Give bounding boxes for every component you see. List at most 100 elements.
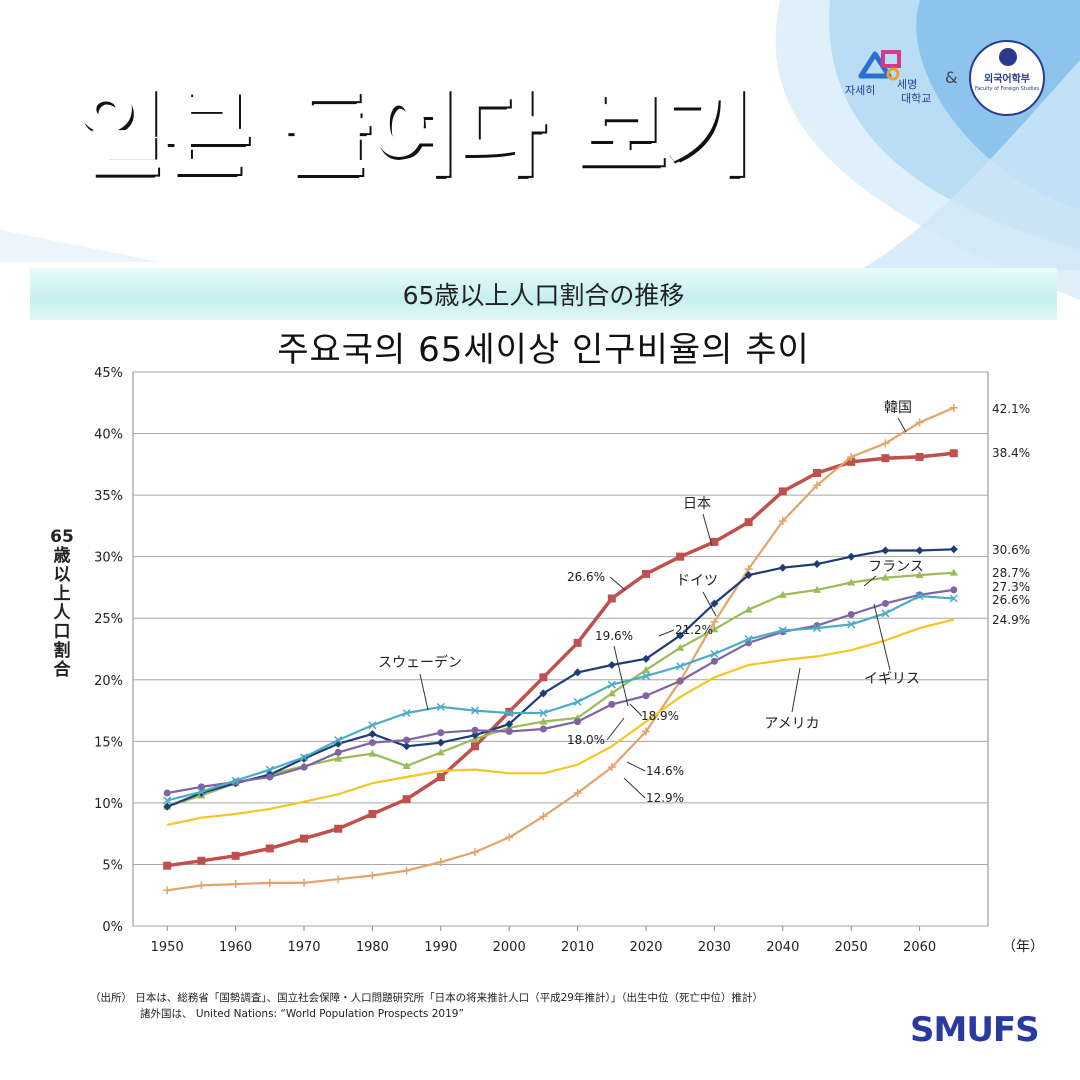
annotation-label: 21.2% [675,623,713,637]
data-point [403,736,411,744]
annotation-label: 韓国 [884,400,912,416]
data-point [744,635,753,644]
data-point [881,609,890,618]
page-headline: 일본 들여다 보기 [75,76,754,189]
data-point [813,481,821,490]
annotation-leader [791,667,801,713]
series-line [166,571,954,808]
x-tick-label: 2010 [561,940,594,955]
data-point [163,861,172,870]
data-point [265,765,274,774]
end-value-label: 27.3% [992,580,1030,594]
university-seal-icon [999,48,1017,66]
data-point [641,672,651,681]
data-point [607,680,616,689]
annotation-label: ドイツ [676,573,718,589]
x-tick-label: 1980 [356,940,389,955]
data-point [915,418,924,427]
data-point [676,631,685,640]
y-axis-label: 65歳以上人口割合 [50,527,74,680]
data-point [402,708,411,718]
y-tick-label: 0% [102,920,123,935]
chart-title: 65歳以上人口割合の推移 [402,281,685,310]
data-point [197,881,206,890]
data-point [847,452,856,461]
y-tick-label: 20% [94,674,123,689]
data-point [573,668,582,677]
data-point [778,590,787,598]
source-line-1: （出所） 日本は、総務省「国勢調査」、国立社会保障・人口問題研究所「日本の将来推… [90,992,763,1004]
data-point [368,729,377,738]
y-tick-label: 30% [94,551,123,566]
data-point [505,833,514,842]
data-point [881,454,890,463]
annotation-leader [623,777,646,799]
data-point [266,773,274,781]
data-point [607,661,616,670]
data-point [642,727,650,736]
data-point [847,620,856,629]
brand-wordmark: SMUFS [910,1010,1040,1050]
data-point [368,749,377,757]
data-point [915,592,924,601]
data-point [881,439,890,448]
data-point [368,809,377,818]
y-tick-label: 10% [94,797,123,812]
data-point [847,457,856,466]
y-tick-label: 15% [94,735,123,750]
title-band [30,268,1057,320]
annotation-leader [658,629,675,637]
data-point [881,546,890,555]
data-point [471,726,479,734]
x-tick-label: 2030 [698,940,731,955]
data-point [231,851,240,860]
data-point [949,449,958,458]
data-point [607,763,616,772]
x-tick-label: 1970 [287,940,320,955]
smu-logo-mark-icon [858,50,901,81]
data-point [710,599,719,608]
data-point [436,738,445,747]
x-tick-label: 2020 [629,940,662,955]
annotation-leader [702,513,713,547]
annotation-leader [863,575,877,587]
data-point [710,625,719,633]
data-point [642,665,650,673]
data-point [300,878,308,887]
data-point [334,875,343,884]
data-point [436,748,445,756]
ampersand: & [945,68,958,87]
data-point [334,736,343,745]
data-point [402,742,411,751]
end-value-label: 28.7% [992,566,1030,580]
data-point [949,568,958,576]
data-point [334,754,343,762]
data-point [573,789,582,798]
data-point [163,796,172,805]
x-tick-label: 2000 [493,940,526,955]
data-point [574,718,582,726]
x-tick-label: 2040 [766,940,799,955]
data-point [676,677,684,685]
annotation-leader [626,761,646,772]
data-point [642,692,650,700]
data-point [368,739,376,747]
data-point [642,654,650,663]
y-tick-label: 40% [94,428,123,443]
annotation-label: 18.0% [567,733,605,747]
data-point [539,689,548,698]
data-point [642,569,650,578]
data-point [539,725,547,733]
data-point [676,643,685,651]
x-tick-label: 2060 [903,940,936,955]
data-point [197,856,206,865]
logo-text-2: 세명 [897,78,918,91]
annotation-label: 18.9% [641,709,679,723]
x-tick-label: 1960 [219,940,252,955]
annotation-label: スウェーデン [378,654,462,671]
data-point [299,753,309,762]
annotation-label: 14.6% [646,764,684,778]
data-point [163,789,171,797]
end-value-label: 24.9% [992,613,1030,627]
data-point [813,468,821,477]
